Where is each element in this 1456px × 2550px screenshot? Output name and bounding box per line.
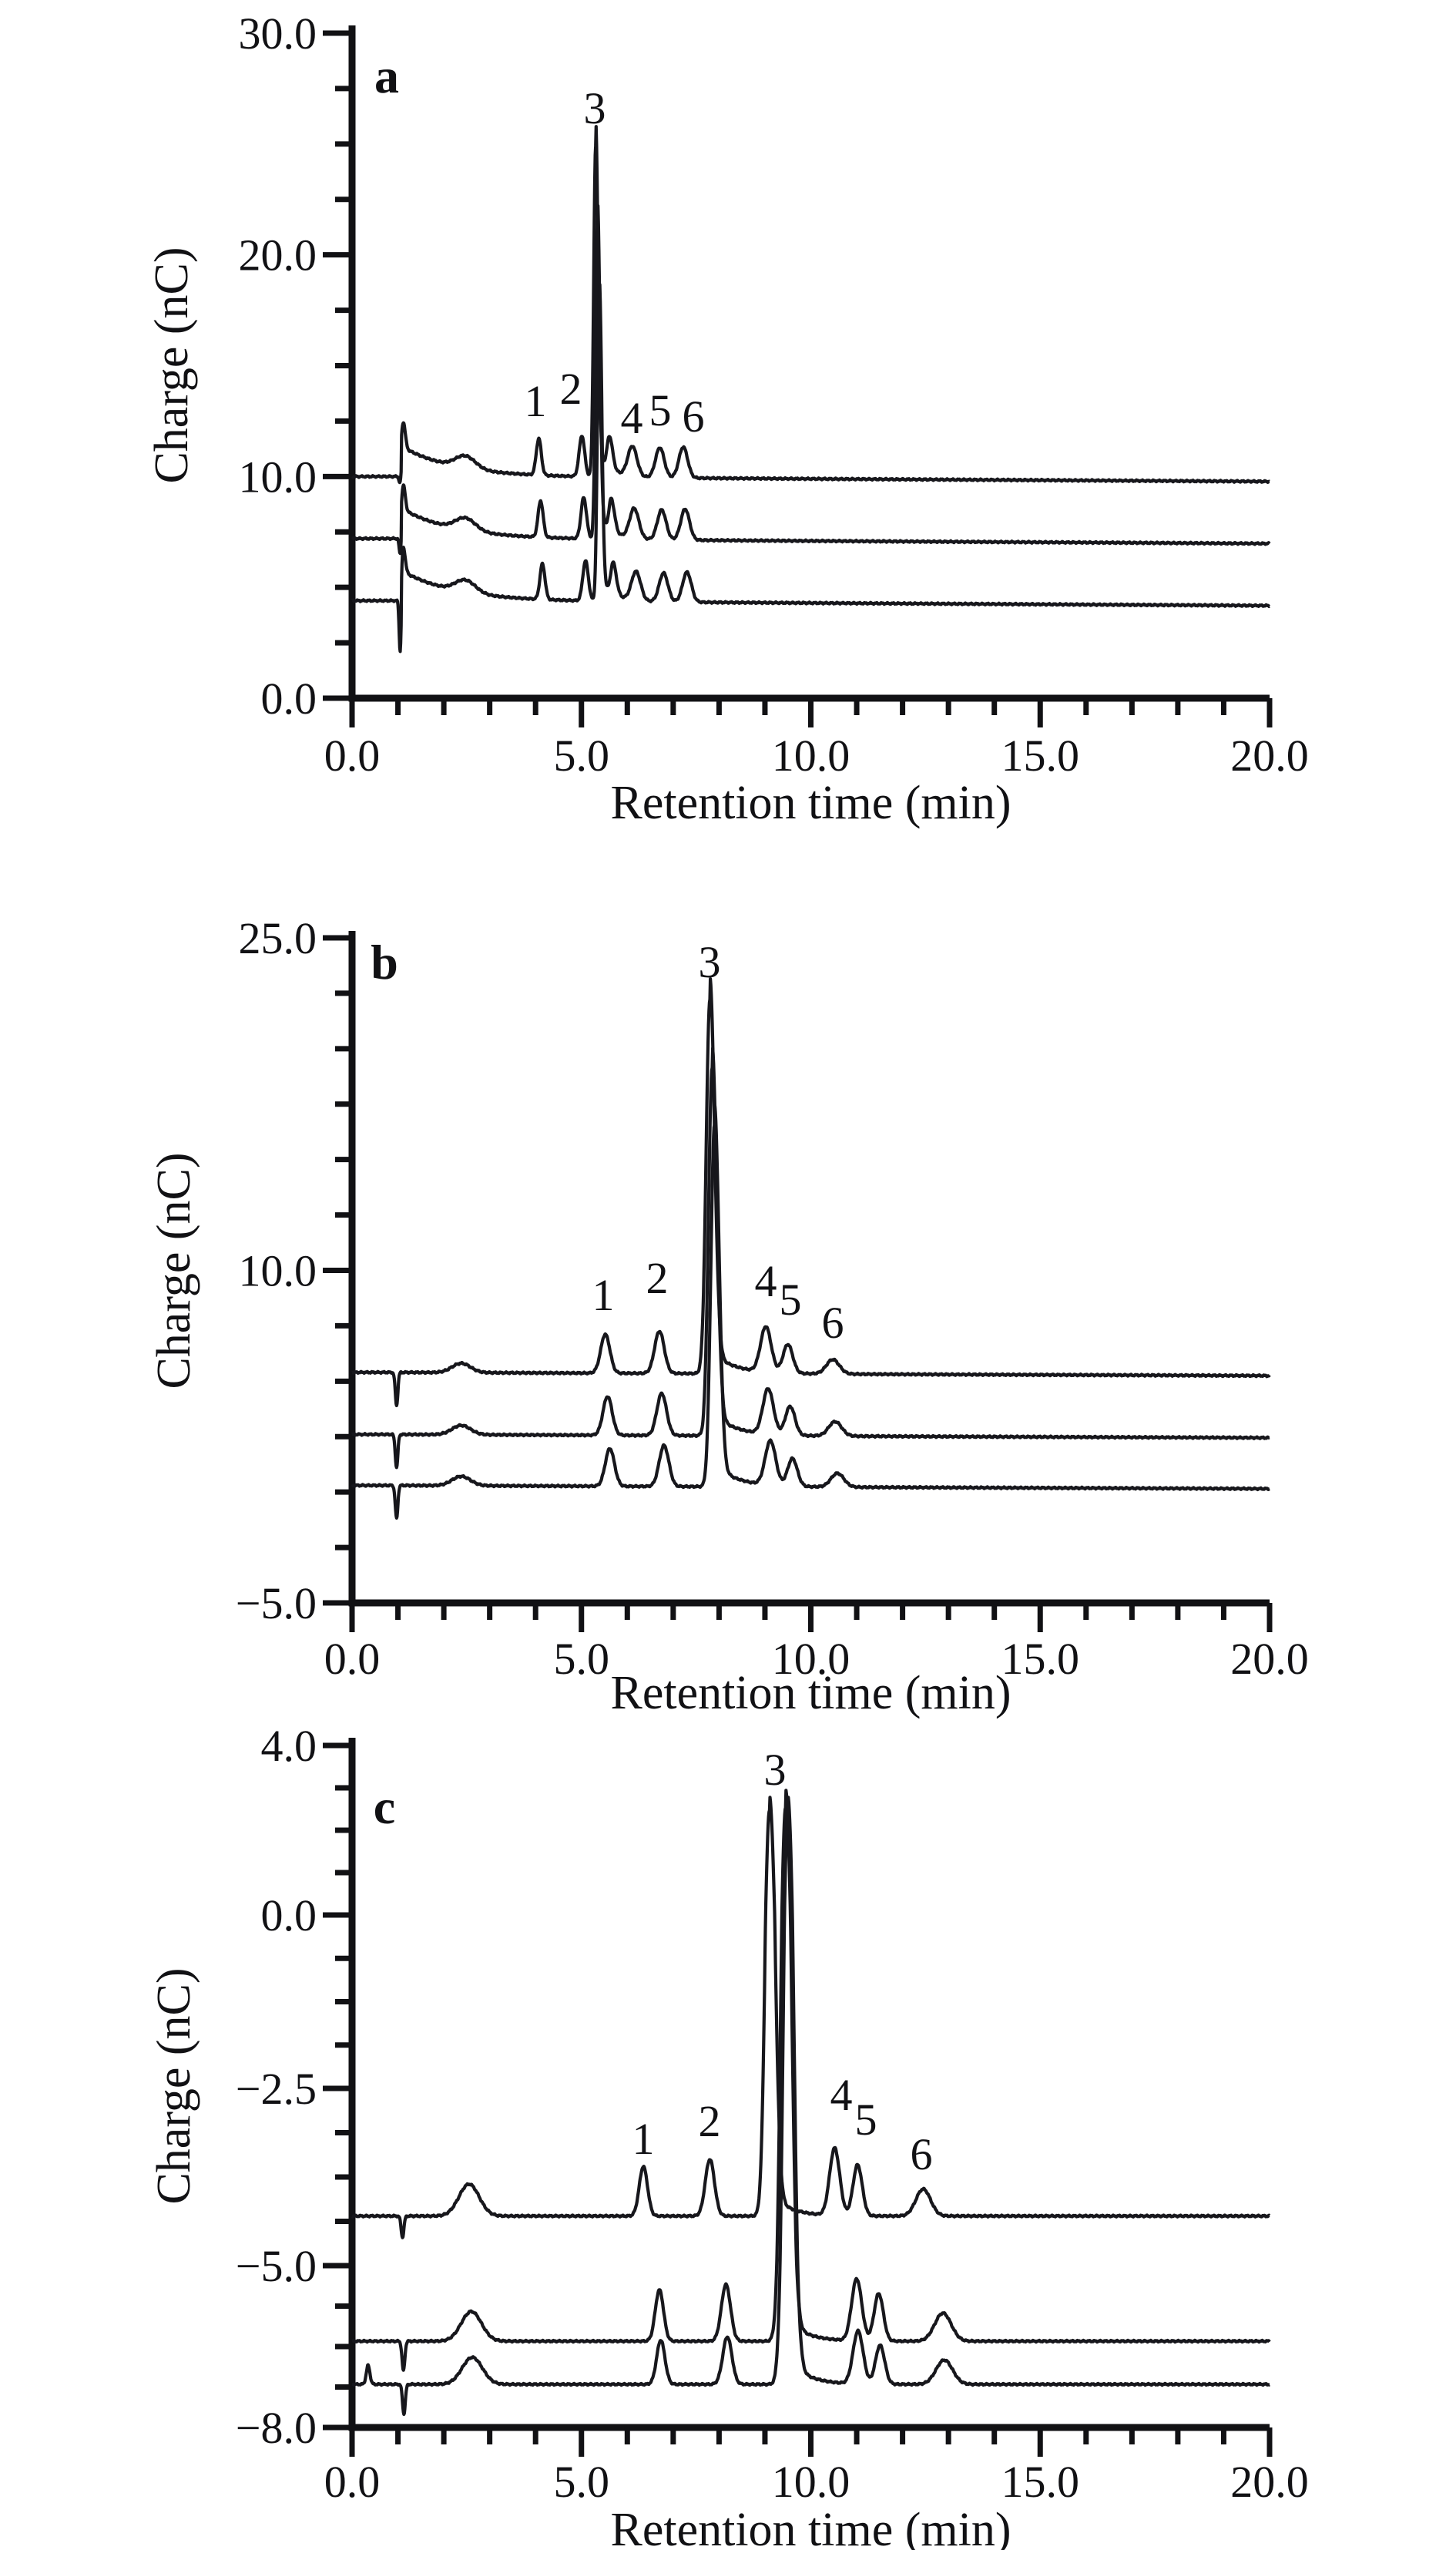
panel-b-x-tick-label: 20.0 — [1230, 1634, 1309, 1684]
panel-c-peak-label-6: 6 — [911, 2129, 933, 2179]
panel-c-letter: c — [374, 1779, 395, 1834]
panel-c-peak-label-2: 2 — [699, 2096, 721, 2146]
panel-a-y-tick-label: 10.0 — [239, 452, 317, 502]
panel-c-y-tick-label: −2.5 — [236, 2064, 317, 2114]
panel-c-y-tick-label: −5.0 — [236, 2241, 317, 2291]
panel-c-peak-label-5: 5 — [855, 2095, 877, 2145]
panel-a-x-axis-title: Retention time (min) — [610, 777, 1011, 829]
panel-a-trace-top — [351, 125, 1271, 485]
panel-c-x-tick-label: 0.0 — [324, 2457, 381, 2507]
panel-b-peak-label-2: 2 — [646, 1253, 669, 1303]
panel-a-peak-label-4: 4 — [621, 393, 643, 443]
panel-b-trace-top — [351, 977, 1271, 1408]
panel-b-y-tick-label: −5.0 — [236, 1578, 317, 1628]
panel-b-peak-label-1: 1 — [592, 1270, 615, 1320]
panel-b-peak-label-3: 3 — [699, 937, 721, 987]
panel-a-peak-label-5: 5 — [649, 385, 672, 435]
panel-a-y-tick-label: 0.0 — [261, 674, 317, 724]
panel-b-x-tick-label: 10.0 — [772, 1634, 850, 1684]
panel-c-y-tick-label: 0.0 — [261, 1890, 317, 1940]
panel-a-trace-middle — [351, 204, 1271, 556]
panel-b-trace-bottom — [351, 1104, 1271, 1520]
panel-c-trace-bottom — [351, 1796, 1271, 2417]
panel-c-y-axis-title: Charge (nC) — [148, 1967, 200, 2204]
panel-c-x-tick-label: 10.0 — [772, 2457, 850, 2507]
panel-c-trace-middle — [351, 1789, 1271, 2372]
panel-a-peak-label-3: 3 — [584, 83, 606, 133]
panel-b-letter: b — [371, 935, 398, 989]
panel-c-peak-label-4: 4 — [830, 2070, 853, 2120]
panel-b-y-tick-label: 25.0 — [239, 913, 317, 963]
panel-a-trace-bottom — [351, 283, 1271, 653]
panel-b-x-tick-label: 0.0 — [324, 1634, 381, 1684]
panel-b-x-tick-label: 5.0 — [554, 1634, 610, 1684]
panel-b-y-axis-title: Charge (nC) — [148, 1152, 200, 1389]
panel-c-x-tick-label: 5.0 — [554, 2457, 610, 2507]
panel-b-x-tick-label: 15.0 — [1001, 1634, 1080, 1684]
panel-b-trace-middle — [351, 1047, 1271, 1470]
panel-a-y-tick-label: 20.0 — [239, 230, 317, 281]
panel-c-trace-top — [351, 1796, 1271, 2239]
panel-a-x-tick-label: 20.0 — [1230, 731, 1309, 781]
panel-c-y-tick-label: −8.0 — [236, 2403, 317, 2453]
panel-c-x-axis-title: Retention time (min) — [610, 2504, 1011, 2550]
panel-c-peak-label-1: 1 — [632, 2114, 655, 2164]
panel-b-peak-label-5: 5 — [780, 1275, 802, 1325]
panel-b-x-axis-title: Retention time (min) — [610, 1667, 1011, 1719]
panel-c-peak-label-3: 3 — [764, 1745, 787, 1795]
panel-a-peak-label-6: 6 — [683, 391, 705, 442]
panel-a-peak-label-2: 2 — [560, 364, 582, 414]
panel-b-peak-label-6: 6 — [822, 1298, 844, 1348]
panel-c-x-tick-label: 20.0 — [1230, 2457, 1309, 2507]
panel-a-y-tick-label: 30.0 — [239, 8, 317, 59]
panel-a-x-tick-label: 10.0 — [772, 731, 850, 781]
panel-a-x-tick-label: 5.0 — [554, 731, 610, 781]
panel-b-y-tick-label: 10.0 — [239, 1246, 317, 1296]
panel-c-y-tick-label: 4.0 — [261, 1721, 317, 1771]
panel-b-peak-label-4: 4 — [755, 1256, 777, 1306]
panel-a-x-tick-label: 15.0 — [1001, 731, 1080, 781]
panel-a-peak-label-1: 1 — [525, 376, 547, 426]
panel-a-y-axis-title: Charge (nC) — [146, 247, 198, 483]
panel-c-x-tick-label: 15.0 — [1001, 2457, 1080, 2507]
panel-a-letter: a — [374, 49, 399, 103]
panel-a-x-tick-label: 0.0 — [324, 731, 381, 781]
